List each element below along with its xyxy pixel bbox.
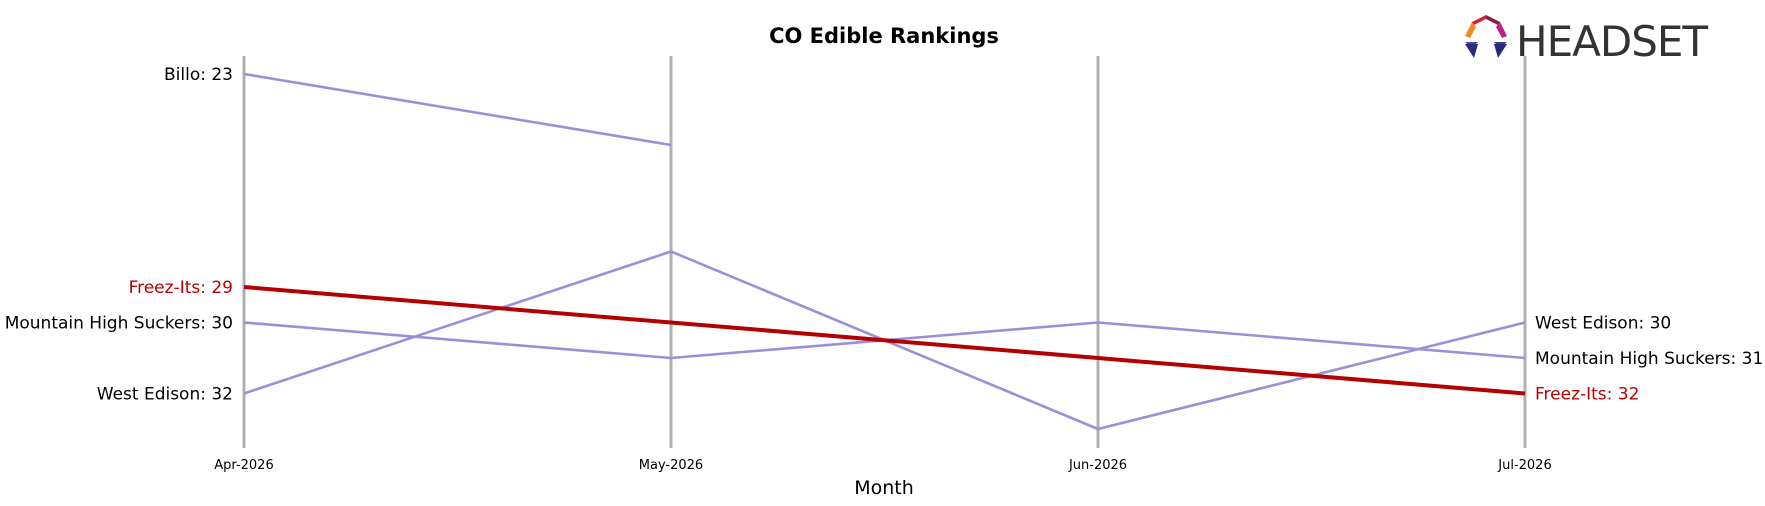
headset-logo: HEADSET <box>1465 15 1709 66</box>
x-tick-label: Apr-2026 <box>214 458 273 473</box>
left-label: Mountain High Suckers: 30 <box>5 314 233 334</box>
logo-text: HEADSET <box>1516 17 1708 66</box>
left-rank-labels: Billo: 23 Freez-Its: 29 Mountain High Suck… <box>5 65 233 405</box>
right-rank-labels: West Edison: 30 Mountain High Suckers: 31… <box>1535 314 1763 405</box>
right-label: West Edison: 30 <box>1535 314 1671 334</box>
x-axis-label: Month <box>854 477 914 499</box>
right-label: Mountain High Suckers: 31 <box>1535 349 1763 369</box>
left-label: Freez-Its: 29 <box>129 278 233 298</box>
series-line-billo <box>243 72 672 147</box>
month-gridlines <box>242 56 1527 448</box>
x-tick-label: Jun-2026 <box>1068 458 1127 473</box>
x-tick-label: Jul-2026 <box>1497 458 1551 473</box>
left-label: Billo: 23 <box>164 65 233 85</box>
right-label: Freez-Its: 32 <box>1535 385 1639 405</box>
series-line-freez-its <box>243 285 1526 396</box>
x-tick-labels: Apr-2026 May-2026 Jun-2026 Jul-2026 <box>214 458 1551 473</box>
x-tick-label: May-2026 <box>639 458 703 473</box>
series-lines <box>243 72 1526 431</box>
chart-title: CO Edible Rankings <box>769 24 999 48</box>
headset-logo-icon <box>1465 15 1507 58</box>
left-label: West Edison: 32 <box>97 385 233 405</box>
